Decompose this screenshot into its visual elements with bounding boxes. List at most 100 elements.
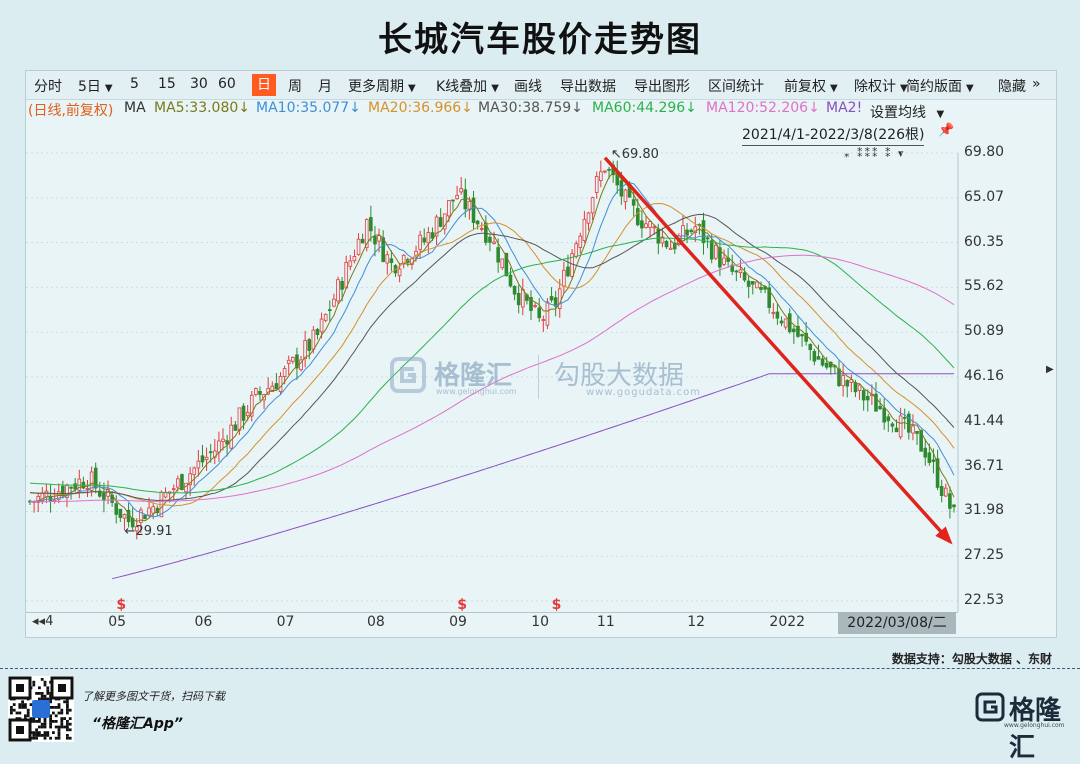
ma60-line bbox=[29, 237, 955, 494]
toolbar-item-label: 隐藏 bbox=[998, 79, 1026, 95]
candle-body bbox=[923, 447, 928, 458]
toolbar-item-2[interactable]: 5 bbox=[130, 76, 139, 92]
caret-down-icon: ▼ bbox=[104, 83, 113, 94]
candle-body bbox=[102, 492, 106, 501]
candle-body bbox=[939, 486, 944, 496]
toolbar-item-4[interactable]: 30 bbox=[190, 76, 208, 92]
ma-legend-item: MA5:33.080↓ bbox=[154, 100, 250, 116]
candle-body bbox=[907, 413, 911, 433]
candle-body bbox=[204, 456, 209, 461]
candle-body bbox=[418, 234, 422, 250]
candle-body bbox=[882, 407, 886, 423]
candle-body bbox=[422, 237, 427, 243]
caret-down-icon: ▼ bbox=[408, 83, 416, 94]
candle-body bbox=[570, 253, 574, 277]
x-tick-label: 10 bbox=[531, 614, 550, 630]
candle-body bbox=[586, 212, 591, 224]
candle-body bbox=[812, 350, 817, 362]
candle-body bbox=[919, 430, 923, 452]
toolbar-item-3[interactable]: 15 bbox=[158, 76, 176, 92]
toolbar-item-12[interactable]: 导出数据 bbox=[560, 76, 616, 96]
caret-down-icon: ▼ bbox=[900, 83, 908, 94]
candle-body bbox=[93, 467, 98, 489]
y-tick-label: 60.35 bbox=[964, 233, 1005, 250]
candle-body bbox=[508, 274, 513, 287]
candle-body bbox=[841, 375, 845, 387]
candle-body bbox=[459, 188, 463, 193]
candle-body bbox=[640, 220, 644, 229]
toolbar-item-17[interactable]: 简约版面 ▼ bbox=[906, 76, 974, 96]
brand-url: www.gelonghui.com bbox=[1004, 722, 1065, 729]
candle-body bbox=[779, 320, 784, 324]
toolbar-item-0[interactable]: 分时 bbox=[34, 76, 62, 96]
toolbar-item-13[interactable]: 导出图形 bbox=[634, 76, 690, 96]
toolbar-item-label: 前复权 bbox=[784, 79, 826, 95]
candle-body bbox=[734, 270, 739, 273]
x-tick-label: 11 bbox=[596, 614, 615, 630]
toolbar-item-label: 日 bbox=[257, 77, 271, 93]
toolbar-item-label: 60 bbox=[218, 76, 236, 92]
toolbar-item-16[interactable]: 除权计 ▼ bbox=[854, 76, 908, 96]
mini-toolbar-icons[interactable]: ⁎ ⁑⁑⁑ ⁑ ▾ bbox=[844, 147, 906, 160]
x-tick-label: 05 bbox=[108, 614, 127, 630]
toolbar-item-label: 周 bbox=[288, 79, 302, 95]
toolbar-item-19[interactable]: » bbox=[1032, 76, 1041, 92]
candle-body bbox=[594, 176, 599, 193]
candle-body bbox=[327, 309, 332, 312]
toolbar-item-label: 除权计 bbox=[854, 79, 896, 95]
candle-body bbox=[188, 473, 192, 486]
promo-text: 了解更多图文干货，扫码下载 bbox=[82, 690, 225, 703]
candle-body bbox=[915, 430, 919, 434]
candle-body bbox=[171, 488, 176, 491]
y-tick-label: 36.71 bbox=[964, 457, 1005, 474]
candle-body bbox=[237, 407, 242, 431]
candle-body bbox=[603, 170, 607, 173]
candle-body bbox=[295, 354, 299, 369]
watermark-brand-url: www.gelonghui.com bbox=[436, 387, 517, 396]
candle-body bbox=[878, 405, 882, 410]
candle-body bbox=[771, 312, 776, 314]
toolbar-item-8[interactable]: 月 bbox=[318, 76, 332, 96]
ma10-line bbox=[30, 182, 955, 518]
y-tick-label: 65.07 bbox=[964, 188, 1005, 205]
toolbar-item-1[interactable]: 5日 ▼ bbox=[78, 76, 113, 96]
toolbar-item-label: 导出数据 bbox=[560, 79, 616, 95]
watermark-partner-url: www.gogudata.com bbox=[586, 387, 702, 398]
candle-body bbox=[98, 490, 102, 497]
candle-body bbox=[196, 460, 201, 469]
candle-body bbox=[541, 319, 546, 321]
toolbar-item-9[interactable]: 更多周期 ▼ bbox=[348, 76, 416, 96]
candle-body bbox=[176, 478, 180, 488]
candle-body bbox=[738, 269, 743, 274]
toolbar-item-label: 更多周期 bbox=[348, 79, 404, 95]
candle-body bbox=[208, 451, 213, 454]
toolbar-item-14[interactable]: 区间统计 bbox=[708, 76, 764, 96]
watermark-divider bbox=[538, 355, 539, 399]
candle-body bbox=[549, 296, 554, 301]
y-tick-label: 41.44 bbox=[964, 412, 1005, 429]
candle-body bbox=[890, 423, 895, 427]
candle-body bbox=[886, 416, 891, 422]
candle-body bbox=[278, 375, 283, 392]
toolbar-item-15[interactable]: 前复权 ▼ bbox=[784, 76, 838, 96]
candle-body bbox=[894, 427, 899, 433]
y-tick-label: 55.62 bbox=[964, 278, 1005, 295]
toolbar-item-7[interactable]: 周 bbox=[288, 76, 302, 96]
toolbar-item-5[interactable]: 60 bbox=[218, 76, 236, 92]
expand-right-icon[interactable]: ▶ bbox=[1046, 364, 1054, 375]
candle-body bbox=[767, 287, 771, 308]
toolbar-item-18[interactable]: 隐藏 bbox=[998, 76, 1026, 96]
candle-body bbox=[837, 368, 841, 387]
qr-code[interactable] bbox=[8, 676, 74, 742]
scroll-left-button[interactable]: ◂◂4 bbox=[32, 614, 53, 629]
toolbar-item-11[interactable]: 画线 bbox=[514, 76, 542, 96]
candle-body bbox=[122, 514, 127, 519]
toolbar-item-6[interactable]: 日 bbox=[252, 74, 276, 96]
pin-icon[interactable]: 📌 bbox=[938, 123, 955, 138]
candlestick-chart[interactable]: ↖69.80 ←29.91 $ $ $ bbox=[26, 71, 1056, 637]
toolbar-item-label: 画线 bbox=[514, 79, 542, 95]
ma-settings-dropdown[interactable]: 设置均线 ▼ bbox=[870, 102, 944, 122]
toolbar-item-10[interactable]: K线叠加 ▼ bbox=[436, 76, 499, 96]
candle-body bbox=[303, 340, 307, 360]
candle-body bbox=[562, 269, 566, 287]
